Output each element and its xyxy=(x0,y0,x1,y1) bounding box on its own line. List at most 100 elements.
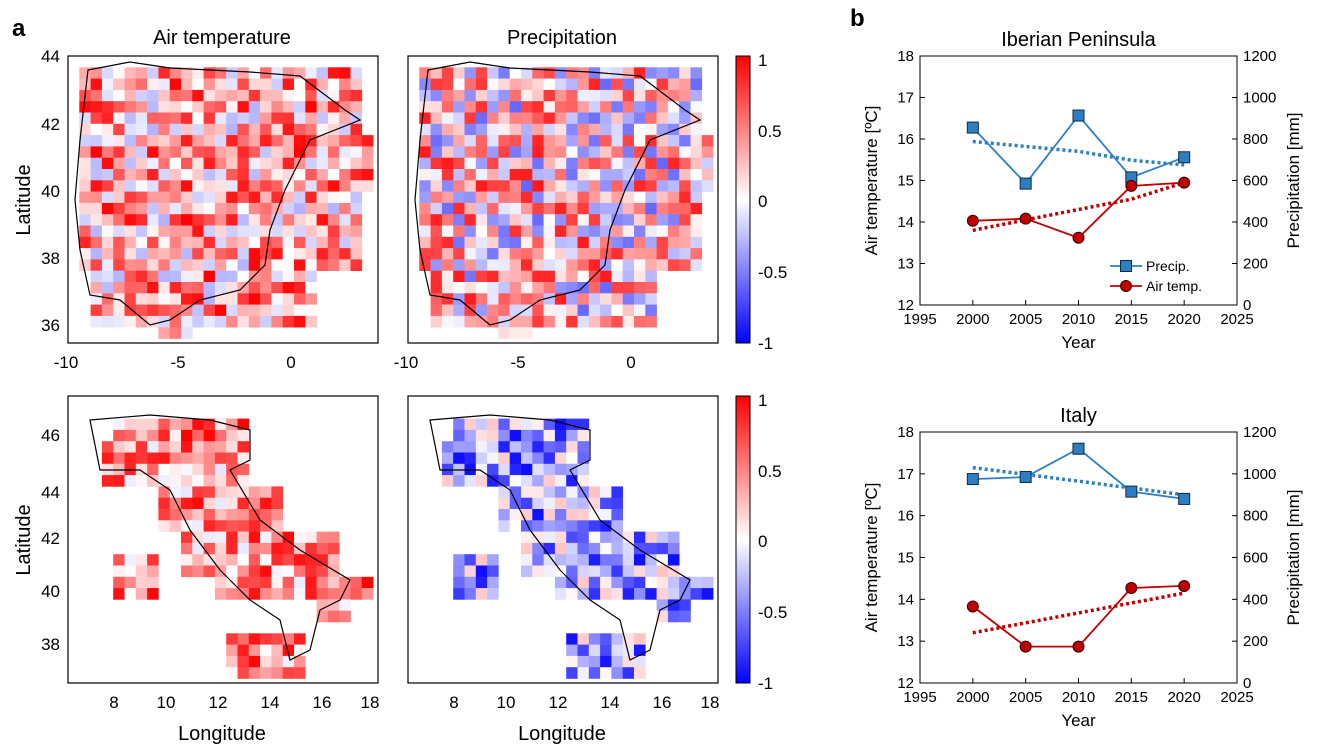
grid-cell xyxy=(237,441,250,453)
grid-cell xyxy=(316,135,329,147)
grid-cell xyxy=(577,497,590,510)
grid-cell xyxy=(294,248,306,260)
grid-cell xyxy=(316,554,329,566)
grid-cell xyxy=(498,236,510,249)
grid-cell xyxy=(622,588,635,600)
grid-cell xyxy=(237,315,250,328)
grid-cell xyxy=(430,236,443,249)
grid-cell xyxy=(124,588,137,600)
grid-cell xyxy=(588,236,601,249)
precip-point xyxy=(1019,470,1032,483)
grid-cell xyxy=(532,486,544,498)
grid-cell xyxy=(181,157,193,170)
grid-cell xyxy=(588,588,601,600)
grid-cell xyxy=(192,486,204,498)
grid-cell xyxy=(554,418,567,431)
grid-cell xyxy=(237,202,250,215)
grid-cell xyxy=(113,475,125,487)
grid-cell xyxy=(577,315,590,328)
grid-cell xyxy=(237,225,250,238)
grid-cell xyxy=(588,67,601,79)
grid-cell xyxy=(521,554,533,566)
grid-cell xyxy=(622,112,635,125)
grid-cell xyxy=(248,655,261,668)
grid-cell xyxy=(701,135,714,147)
grid-cell xyxy=(135,123,148,136)
grid-cell xyxy=(226,248,238,260)
grid-cell xyxy=(248,146,261,158)
grid-cell xyxy=(532,78,544,91)
grid-cell xyxy=(350,248,363,260)
grid-cell xyxy=(282,667,295,679)
grid-cell xyxy=(690,180,703,192)
grid-cell xyxy=(554,169,567,181)
grid-cell xyxy=(90,282,103,294)
grid-cell xyxy=(135,214,148,226)
grid-cell xyxy=(192,78,204,91)
grid-cell xyxy=(656,554,669,566)
grid-cell xyxy=(248,259,261,271)
grid-cell xyxy=(260,315,272,328)
grid-cell xyxy=(532,441,544,453)
grid-cell xyxy=(226,509,238,521)
grid-cell xyxy=(645,542,657,555)
grid-cell xyxy=(441,293,454,305)
grid-cell xyxy=(339,599,351,611)
grid-cell xyxy=(498,475,510,487)
grid-cell xyxy=(158,248,170,260)
grid-cell xyxy=(169,101,182,113)
precip-point xyxy=(1019,177,1032,190)
grid-cell xyxy=(237,644,250,657)
grid-cell xyxy=(453,135,465,147)
grid-cell xyxy=(101,304,114,317)
grid-cell xyxy=(667,89,680,102)
grid-cell xyxy=(147,146,159,158)
grid-cell xyxy=(226,655,238,668)
grid-cell xyxy=(588,248,601,260)
grid-cell xyxy=(192,135,204,147)
grid-cell xyxy=(158,327,170,339)
grid-cell xyxy=(271,169,283,181)
grid-cell xyxy=(509,225,522,238)
grid-cell xyxy=(316,565,329,578)
lon-tick: -5 xyxy=(170,353,185,372)
grid-cell xyxy=(271,315,283,328)
grid-cell xyxy=(237,633,250,645)
grid-cell xyxy=(282,169,295,181)
grid-cell xyxy=(600,576,612,589)
grid-cell xyxy=(124,89,137,102)
grid-cell xyxy=(158,293,170,305)
grid-cell xyxy=(566,236,578,249)
grid-cell xyxy=(294,588,306,600)
grid-cell xyxy=(147,304,159,317)
grid-cell xyxy=(690,214,703,226)
grid-cell xyxy=(271,214,283,226)
grid-cell xyxy=(532,180,544,192)
grid-cell xyxy=(90,101,103,113)
grid-cell xyxy=(181,497,193,510)
grid-cell xyxy=(543,236,556,249)
grid-cell xyxy=(181,270,193,283)
grid-cell xyxy=(487,135,499,147)
grid-cell xyxy=(124,101,137,113)
grid-cell xyxy=(350,225,363,238)
grid-cell xyxy=(667,78,680,91)
grid-cell xyxy=(271,236,283,249)
grid-cell xyxy=(543,89,556,102)
grid-cell xyxy=(475,576,488,589)
grid-cell xyxy=(509,486,522,498)
grid-cell xyxy=(90,248,103,260)
grid-cell xyxy=(475,214,488,226)
iberia-precipitation-map xyxy=(407,55,719,344)
grid-cell xyxy=(339,101,351,113)
map-frame xyxy=(67,395,379,684)
grid-cell xyxy=(135,248,148,260)
iberia-longitude-ticks: -10 -5 0 -10 -5 0 xyxy=(54,353,636,372)
grid-cell xyxy=(214,202,227,215)
grid-cell xyxy=(135,463,148,476)
grid-cell xyxy=(634,554,646,566)
grid-cell xyxy=(79,78,91,91)
grid-cell xyxy=(577,191,590,204)
grid-cell xyxy=(181,542,193,555)
grid-cell xyxy=(316,610,329,623)
